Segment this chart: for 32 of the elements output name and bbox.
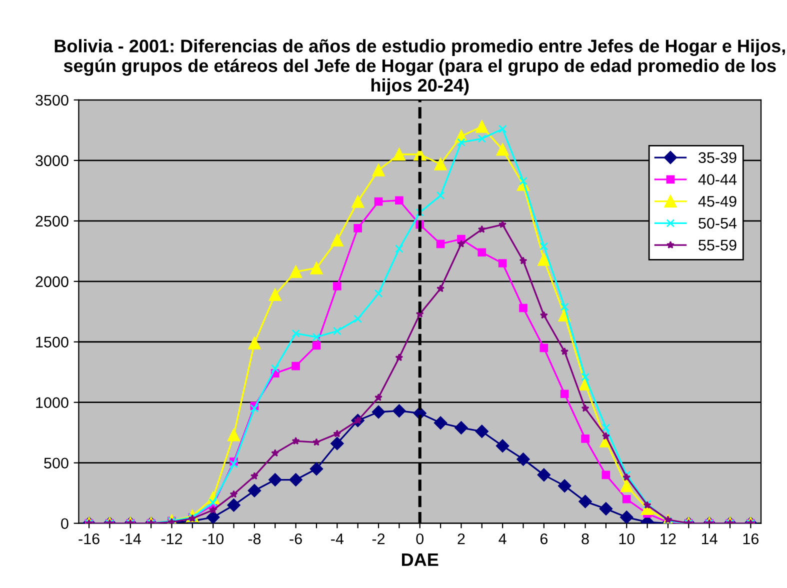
y-tick-label: 2500 [36, 216, 68, 227]
x-tick-label: -12 [161, 533, 182, 544]
legend-label: 50-54 [698, 218, 737, 229]
x-tick-label: -8 [248, 533, 261, 544]
x-tick-label: 0 [416, 533, 424, 544]
x-tick-label: -10 [202, 533, 224, 544]
y-tick-label: 2000 [36, 276, 68, 288]
y-tick-label: 3500 [36, 94, 68, 106]
legend-label: 45-49 [698, 196, 736, 207]
x-tick-label: 4 [498, 534, 506, 544]
y-tick-label: 3000 [36, 155, 68, 166]
y-tick-label: 500 [44, 458, 68, 469]
x-tick-label: 12 [660, 533, 676, 544]
y-tick-label: 1000 [36, 397, 68, 408]
y-tick-label: 1500 [36, 336, 68, 348]
y-tick-label: 0 [61, 518, 68, 530]
x-tick-label: -16 [78, 533, 100, 544]
x-tick-label: -6 [290, 533, 302, 544]
x-tick-label: 8 [582, 533, 589, 544]
x-tick-label: 10 [619, 533, 635, 544]
x-tick-label: 6 [540, 533, 548, 544]
chart-title: Bolivia - 2001: Diferencias de años de estudio promedio entre Jefes de Hogar e Hijos, según grupos de etáreos del Jefe de Hogar (para el grupo de edad promedio de los hijos 20-24) [54, 39, 785, 96]
x-tick-label: -2 [372, 533, 385, 544]
x-axis-title: DAE [402, 554, 438, 566]
x-tick-label: 2 [458, 533, 465, 544]
x-tick-label: -4 [331, 534, 344, 544]
legend-label: 40-44 [698, 174, 737, 185]
legend-label: 55-59 [698, 240, 736, 251]
x-tick-label: 14 [702, 534, 718, 544]
x-tick-label: -14 [120, 534, 141, 544]
legend-label: 35-39 [698, 152, 736, 164]
x-tick-label: 16 [743, 533, 759, 544]
